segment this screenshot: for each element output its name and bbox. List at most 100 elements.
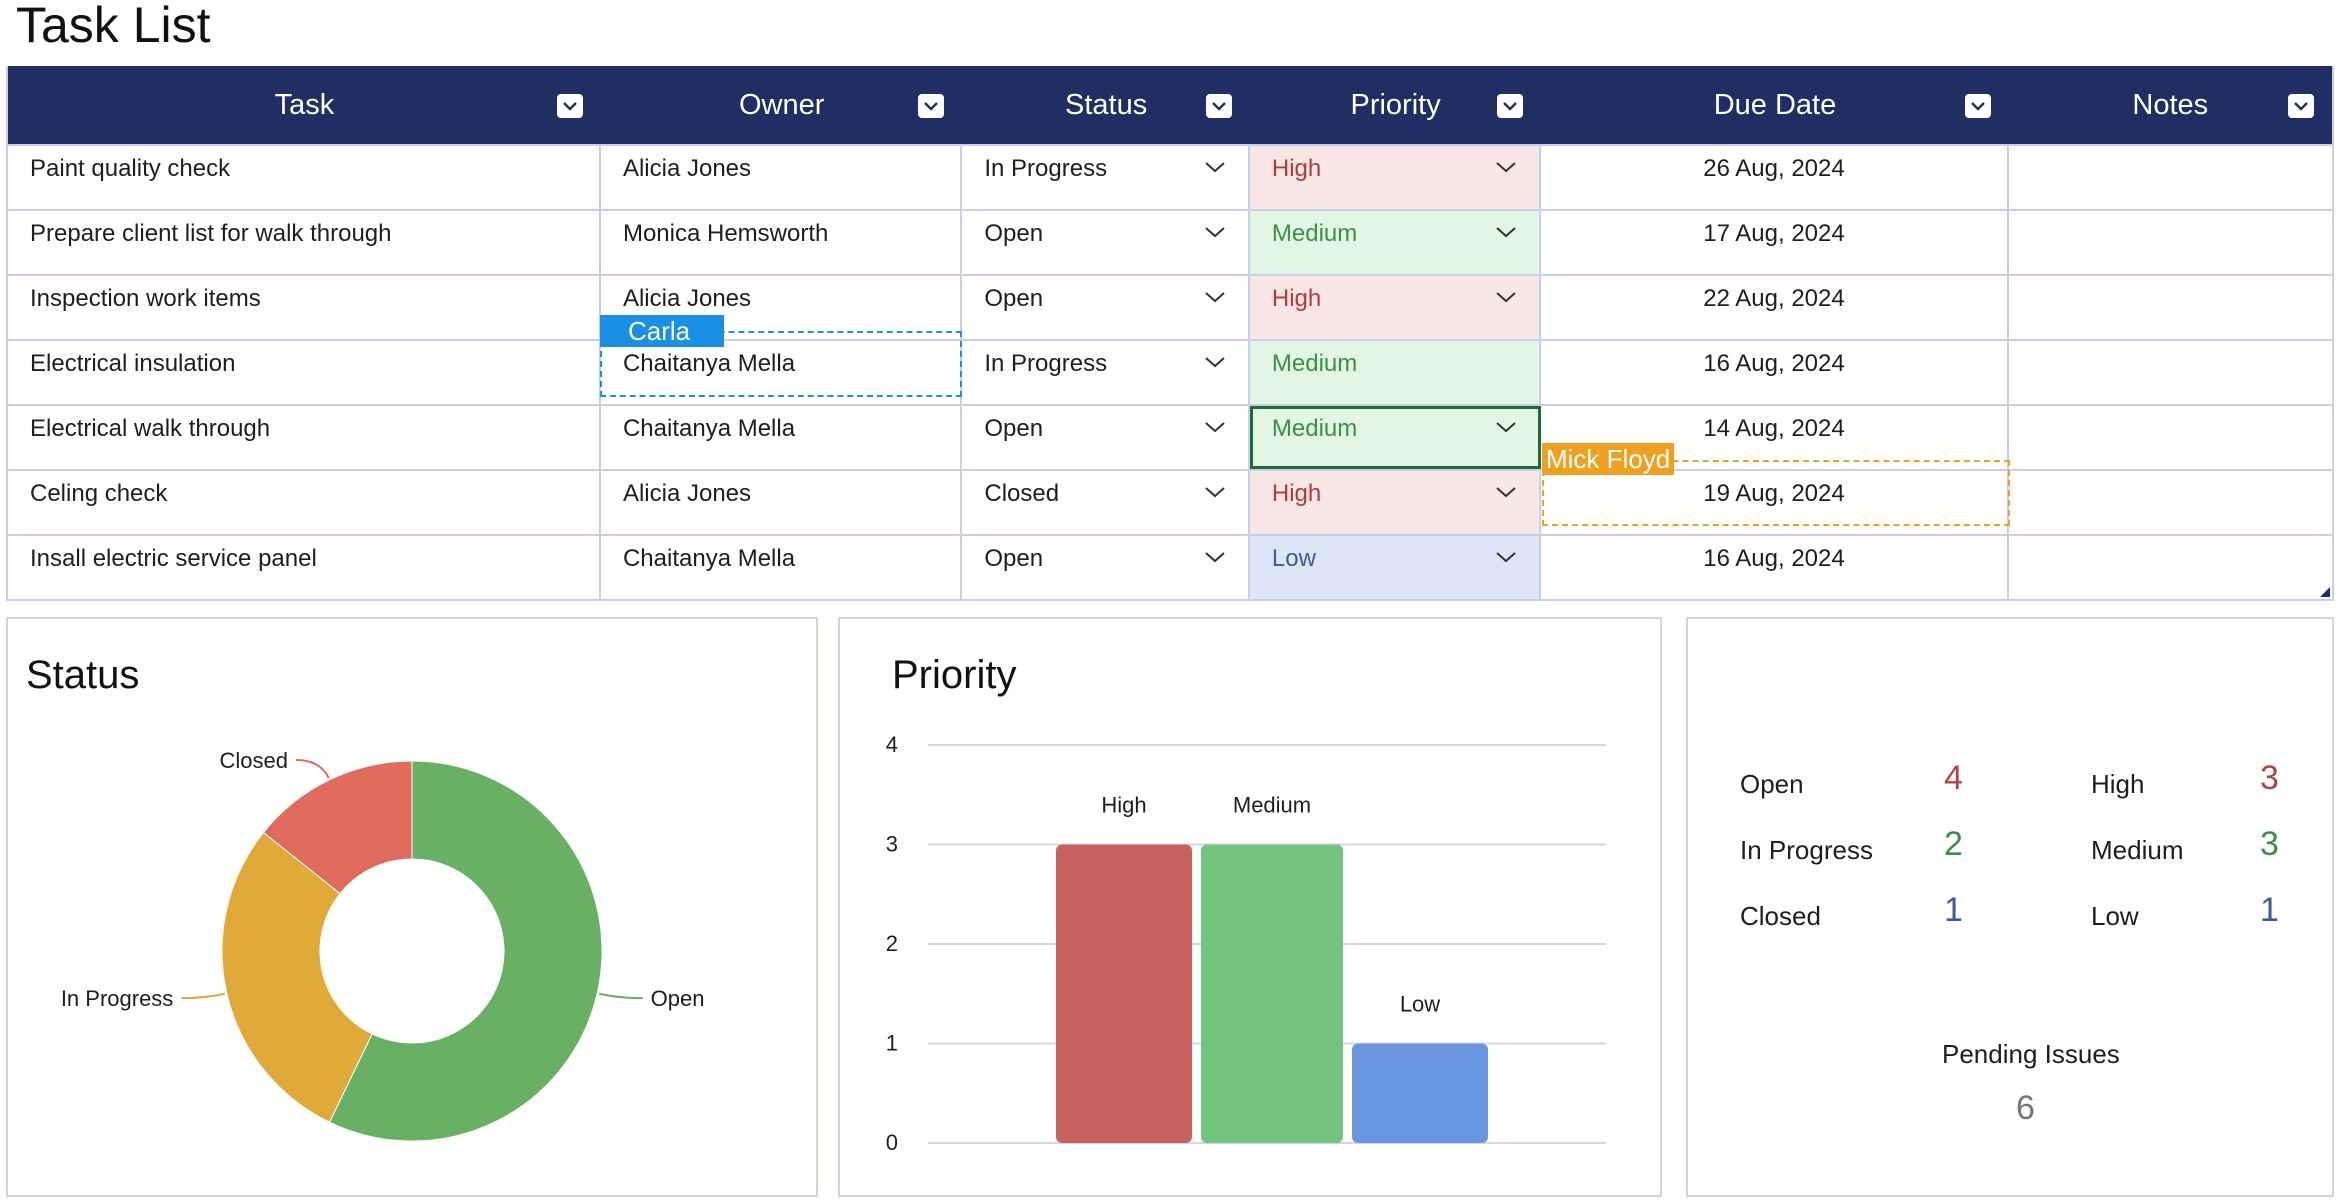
chevron-down-icon[interactable] (1204, 225, 1226, 239)
task-cell[interactable]: Celing check (8, 471, 601, 534)
owner-cell[interactable]: Chaitanya Mella (601, 536, 963, 599)
priority-dropdown[interactable]: High (1249, 146, 1542, 209)
chevron-down-icon[interactable] (1495, 160, 1517, 174)
table-row: Prepare client list for walk through Mon… (8, 209, 2332, 274)
owner-cell[interactable]: Chaitanya Mella (601, 341, 963, 404)
due-date-cell[interactable]: 16 Aug, 2024 (1541, 341, 2009, 404)
chevron-down-icon[interactable] (1495, 290, 1517, 304)
notes-cell[interactable] (2009, 276, 2332, 339)
y-tick-label: 0 (886, 1130, 898, 1155)
chevron-down-icon[interactable] (1204, 550, 1226, 564)
table-row: Insall electric service panel Chaitanya … (8, 534, 2332, 599)
column-header-status[interactable]: Status (962, 66, 1250, 144)
task-table: Task Owner Status Priority Due Date Note… (6, 66, 2334, 601)
task-cell[interactable]: Insall electric service panel (8, 536, 601, 599)
table-row: Electrical insulation Chaitanya Mella In… (8, 339, 2332, 404)
priority-dropdown-selected[interactable]: Medium (1249, 406, 1542, 469)
donut-leader-line (598, 992, 643, 1000)
collaborator-tag-carla: Carla (600, 315, 724, 347)
owner-cell[interactable]: Chaitanya Mella (601, 406, 963, 469)
y-tick-label: 3 (886, 832, 898, 857)
priority-dropdown[interactable]: Medium (1249, 211, 1542, 274)
due-date-cell[interactable]: 14 Aug, 2024 (1541, 406, 2009, 469)
priority-dropdown[interactable]: Low (1249, 536, 1542, 599)
priority-dropdown[interactable]: High (1249, 471, 1542, 534)
owner-cell[interactable]: Alicia Jones (601, 146, 963, 209)
priority-dropdown[interactable]: Medium (1249, 341, 1542, 404)
due-date-cell[interactable]: 19 Aug, 2024 (1541, 471, 2009, 534)
summary-label-open: Open (1740, 769, 1804, 799)
bar-high (1056, 844, 1192, 1143)
column-header-priority[interactable]: Priority (1250, 66, 1542, 144)
owner-cell[interactable]: Alicia Jones (601, 471, 963, 534)
filter-dropdown-icon[interactable] (556, 94, 583, 118)
bar-label: Low (1400, 992, 1440, 1017)
status-dropdown[interactable]: Open (962, 406, 1250, 469)
task-cell[interactable]: Electrical insulation (8, 341, 601, 404)
chevron-down-icon[interactable] (1204, 420, 1226, 434)
chevron-down-icon[interactable] (1204, 485, 1226, 499)
donut-slice-closed (262, 760, 413, 895)
table-row: Electrical walk through Chaitanya Mella … (8, 404, 2332, 469)
due-date-cell[interactable]: 26 Aug, 2024 (1541, 146, 2009, 209)
summary-label-medium: Medium (2091, 835, 2184, 865)
summary-value-high: 3 (2260, 759, 2279, 797)
status-chart-title: Status (26, 653, 140, 697)
donut-label: In Progress (61, 986, 174, 1011)
table-header: Task Owner Status Priority Due Date Note… (8, 66, 2332, 144)
chevron-down-icon[interactable] (1495, 225, 1517, 239)
task-cell[interactable]: Inspection work items (8, 276, 601, 339)
donut-slice-open (328, 760, 603, 1142)
chevron-down-icon[interactable] (1204, 355, 1226, 369)
summary-value-open: 4 (1944, 759, 1963, 797)
summary-label-high: High (2091, 769, 2145, 799)
status-dropdown[interactable]: In Progress (962, 341, 1250, 404)
notes-cell[interactable] (2009, 406, 2332, 469)
notes-cell[interactable] (2009, 146, 2332, 209)
column-header-due-date[interactable]: Due Date (1541, 66, 2008, 144)
status-chart-panel: Status Open In Progress Closed (6, 617, 818, 1197)
chevron-down-icon[interactable] (1495, 420, 1517, 434)
bar-low (1352, 1043, 1488, 1143)
table-row: Paint quality check Alicia Jones In Prog… (8, 144, 2332, 209)
status-dropdown[interactable]: In Progress (962, 146, 1250, 209)
filter-dropdown-icon[interactable] (2288, 94, 2314, 118)
owner-cell[interactable]: Alicia Jones (601, 276, 963, 339)
task-cell[interactable]: Prepare client list for walk through (8, 211, 601, 274)
status-dropdown[interactable]: Closed (962, 471, 1250, 534)
task-cell[interactable]: Electrical walk through (8, 406, 601, 469)
chevron-down-icon[interactable] (1204, 290, 1226, 304)
summary-value-low: 1 (2260, 891, 2279, 929)
resize-handle-icon[interactable] (2320, 587, 2330, 597)
filter-dropdown-icon[interactable] (918, 94, 945, 118)
filter-dropdown-icon[interactable] (1964, 94, 1991, 118)
task-cell[interactable]: Paint quality check (8, 146, 601, 209)
chevron-down-icon[interactable] (1495, 485, 1517, 499)
chevron-down-icon[interactable] (1204, 160, 1226, 174)
summary-label-closed: Closed (1740, 901, 1821, 931)
column-header-owner[interactable]: Owner (601, 66, 962, 144)
notes-cell[interactable] (2009, 211, 2332, 274)
column-header-task[interactable]: Task (8, 66, 601, 144)
status-dropdown[interactable]: Open (962, 536, 1250, 599)
status-dropdown[interactable]: Open (962, 276, 1250, 339)
due-date-cell[interactable]: 16 Aug, 2024 (1541, 536, 2009, 599)
notes-cell[interactable] (2009, 536, 2332, 599)
chevron-down-icon[interactable] (1495, 550, 1517, 564)
owner-cell[interactable]: Monica Hemsworth (601, 211, 963, 274)
column-header-notes[interactable]: Notes (2009, 66, 2332, 144)
due-date-cell[interactable]: 17 Aug, 2024 (1541, 211, 2009, 274)
notes-cell[interactable] (2009, 341, 2332, 404)
status-dropdown[interactable]: Open (962, 211, 1250, 274)
notes-cell[interactable] (2009, 471, 2332, 534)
y-tick-label: 2 (886, 931, 898, 956)
y-tick-label: 1 (886, 1031, 898, 1056)
filter-dropdown-icon[interactable] (1497, 94, 1524, 118)
donut-label: Open (651, 986, 705, 1011)
status-donut-chart: Open In Progress Closed (61, 748, 705, 1142)
donut-leader-line (181, 992, 226, 1000)
due-date-cell[interactable]: 22 Aug, 2024 (1541, 276, 2009, 339)
summary-label-in-progress: In Progress (1740, 835, 1873, 865)
priority-dropdown[interactable]: High (1249, 276, 1542, 339)
filter-dropdown-icon[interactable] (1205, 94, 1232, 118)
